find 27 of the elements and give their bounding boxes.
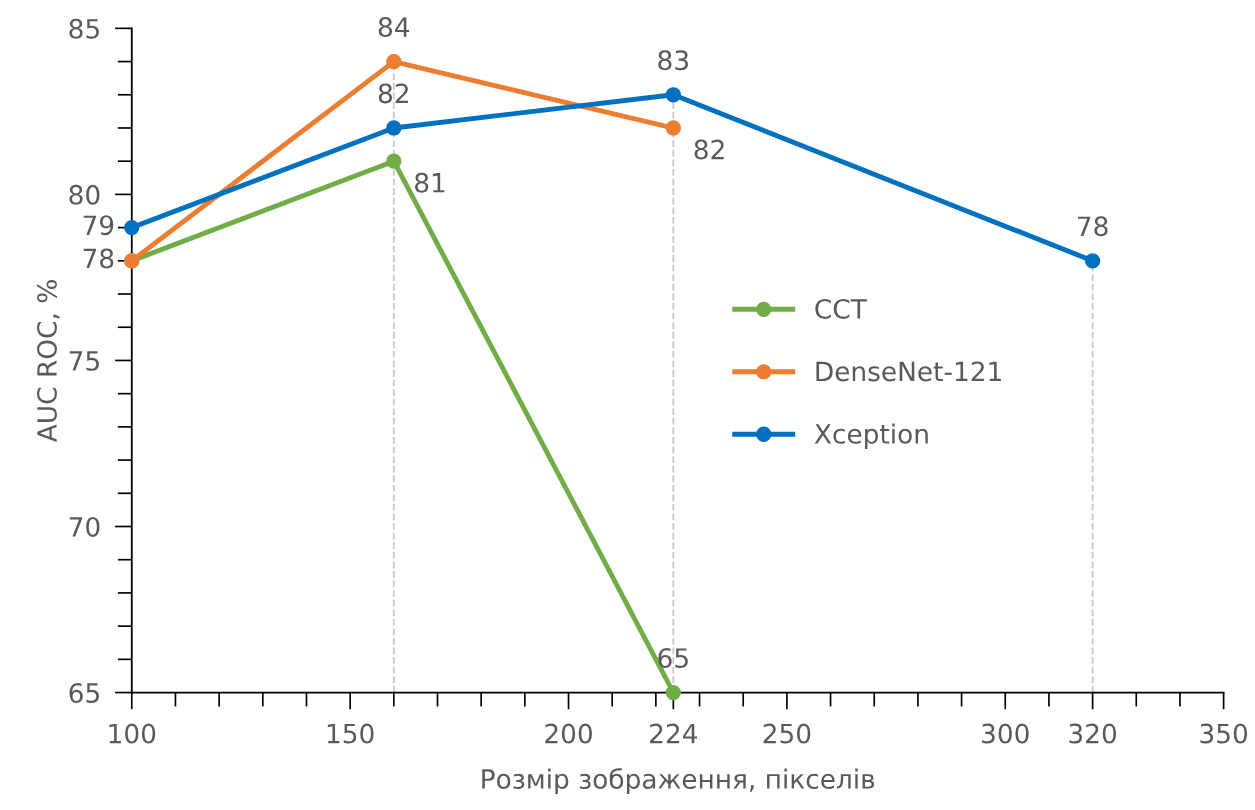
- x-tick-label: 320: [1069, 723, 1117, 744]
- y-tick-label: 65: [69, 682, 99, 703]
- x-tick-label: 300: [982, 723, 1029, 744]
- data-label: 78: [83, 248, 114, 269]
- y-axis-title: AUC ROC, %: [37, 280, 60, 443]
- x-tick-label: 250: [763, 723, 811, 744]
- legend-label: CCT: [815, 298, 867, 319]
- legend-label: Xception: [814, 423, 928, 449]
- data-label: 82: [694, 139, 724, 160]
- y-tick-label: 75: [69, 351, 99, 371]
- x-tick-label: 224: [650, 723, 698, 744]
- x-tick-label: 200: [545, 723, 592, 744]
- y-tick-label: 70: [69, 516, 100, 537]
- data-label: 79: [83, 215, 114, 236]
- data-label: 83: [658, 50, 689, 71]
- y-tick-label: 85: [69, 18, 99, 39]
- y-tick-label: 80: [69, 184, 100, 205]
- data-label: 84: [378, 17, 410, 37]
- x-tick-label: 150: [327, 723, 374, 744]
- data-label: 78: [1077, 216, 1108, 237]
- x-tick-label: 100: [109, 723, 156, 744]
- data-label: 65: [658, 648, 688, 668]
- data-label: 82: [378, 83, 408, 104]
- data-label: 81: [415, 172, 445, 193]
- x-tick-label: 350: [1200, 723, 1248, 744]
- legend-label: DenseNet-121: [816, 361, 1001, 382]
- x-axis-title: Розмір зображення, пікселів: [482, 768, 875, 795]
